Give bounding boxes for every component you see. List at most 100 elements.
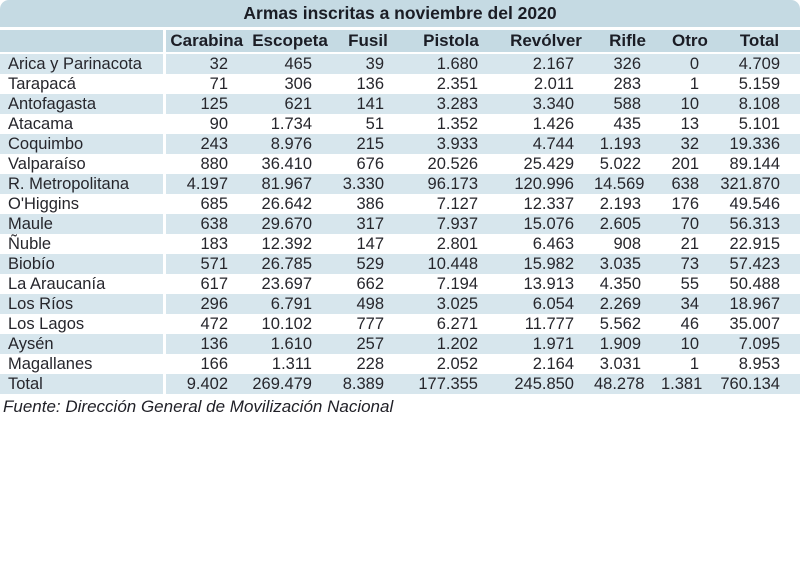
value-cell: 317	[356, 215, 384, 233]
column-header-fusil: Fusil	[332, 30, 404, 54]
value-cell: 51	[365, 115, 384, 133]
value-cell: 1.381	[661, 375, 703, 393]
value-cell: 3.283	[436, 95, 478, 113]
region-cell: Tarapacá	[0, 74, 166, 94]
column-header-total: Total	[719, 30, 800, 54]
value-cell: 12.392	[261, 235, 312, 253]
region-cell: R. Metropolitana	[0, 174, 166, 194]
value-cell: 2.052	[436, 355, 478, 373]
value-cell: 48.278	[594, 375, 645, 393]
value-cell: 23.697	[261, 275, 312, 293]
value-cell: 1.734	[270, 115, 312, 133]
column-header-revolver: Revólver	[498, 30, 594, 54]
value-cell: 296	[200, 295, 228, 313]
value-cell: 3.340	[532, 95, 574, 113]
value-cell: 22.915	[729, 235, 780, 253]
value-cell: 136	[200, 335, 228, 353]
value-cell: 1.311	[271, 355, 312, 373]
value-cell: 18.967	[729, 295, 780, 313]
value-cell: 15.982	[523, 255, 574, 273]
value-cell: 13.913	[523, 275, 574, 293]
column-header-escopeta: Escopeta	[248, 30, 332, 54]
value-cell: 472	[200, 315, 228, 333]
value-cell: 2.164	[532, 355, 574, 373]
value-cell: 306	[284, 75, 312, 93]
value-cell: 617	[200, 275, 228, 293]
region-cell: La Araucanía	[0, 274, 166, 294]
value-cell: 21	[680, 235, 699, 253]
value-cell: 70	[680, 215, 699, 233]
value-cell: 11.777	[524, 315, 574, 333]
value-cell: 638	[671, 175, 699, 193]
value-cell: 3.031	[599, 355, 641, 373]
value-cell: 5.022	[599, 155, 641, 173]
value-cell: 4.350	[599, 275, 641, 293]
value-cell: 588	[613, 95, 641, 113]
value-cell: 3.330	[342, 175, 384, 193]
value-cell: 243	[200, 135, 228, 153]
region-cell: Arica y Parinacota	[0, 53, 166, 74]
value-cell: 136	[356, 75, 384, 93]
value-cell: 8.953	[738, 355, 780, 373]
value-cell: 120.996	[514, 175, 574, 193]
value-cell: 662	[356, 275, 384, 293]
value-cell: 4.197	[186, 175, 228, 193]
value-cell: 32	[680, 135, 699, 153]
table-row: O'Higgins 685 26.642 386 7.127 12.337 2.193 176…	[0, 194, 800, 214]
value-cell: 2.193	[599, 195, 641, 213]
value-cell: 1.202	[436, 335, 478, 353]
value-cell: 465	[284, 55, 312, 73]
value-cell: 760.134	[720, 375, 780, 393]
table-row: Antofagasta 125 621 141 3.283 3.340 588 10 8.108	[0, 94, 800, 114]
region-cell: Antofagasta	[0, 94, 166, 114]
value-cell: 1.610	[270, 335, 312, 353]
value-cell: 2.167	[532, 55, 574, 73]
value-cell: 26.642	[261, 195, 312, 213]
value-cell: 7.194	[436, 275, 478, 293]
value-cell: 49.546	[729, 195, 780, 213]
value-cell: 321.870	[720, 175, 780, 193]
value-cell: 29.670	[261, 215, 312, 233]
column-header-carabina: Carabina	[164, 30, 248, 54]
table-row: Biobío 571 26.785 529 10.448 15.982 3.035 73 57.…	[0, 254, 800, 274]
table-body: Arica y Parinacota 32 465 39 1.680 2.167 326 0 4…	[0, 53, 800, 394]
value-cell: 125	[200, 95, 228, 113]
value-cell: 57.423	[729, 255, 780, 273]
region-cell: Los Ríos	[0, 294, 166, 314]
value-cell: 777	[356, 315, 384, 333]
value-cell: 14.569	[594, 175, 645, 193]
value-cell: 2.801	[436, 235, 478, 253]
value-cell: 55	[680, 275, 699, 293]
value-cell: 8.976	[270, 135, 312, 153]
value-cell: 1.971	[532, 335, 574, 353]
table-row: La Araucanía 617 23.697 662 7.194 13.913 4.350…	[0, 274, 800, 294]
value-cell: 3.933	[436, 135, 478, 153]
value-cell: 10	[680, 335, 699, 353]
value-cell: 6.791	[270, 295, 312, 313]
region-cell: O'Higgins	[0, 194, 166, 214]
value-cell: 50.488	[729, 275, 780, 293]
value-cell: 141	[356, 95, 384, 113]
value-cell: 1.426	[532, 115, 574, 133]
region-cell: Atacama	[0, 114, 166, 134]
value-cell: 56.313	[729, 215, 780, 233]
value-cell: 71	[209, 75, 228, 93]
table-row: Valparaíso 880 36.410 676 20.526 25.429 5.022 2…	[0, 154, 800, 174]
value-cell: 2.605	[599, 215, 641, 233]
table-row: Ñuble 183 12.392 147 2.801 6.463 908 21 22.915	[0, 234, 800, 254]
table-row: Atacama 90 1.734 51 1.352 1.426 435 13 5.101	[0, 114, 800, 134]
value-cell: 25.429	[523, 155, 574, 173]
value-cell: 2.351	[436, 75, 478, 93]
value-cell: 1	[689, 75, 699, 93]
table-row: Coquimbo 243 8.976 215 3.933 4.744 1.193 32 19.3…	[0, 134, 800, 154]
value-cell: 89.144	[729, 155, 780, 173]
value-cell: 1.193	[599, 135, 641, 153]
table-row: Magallanes 166 1.311 228 2.052 2.164 3.031 1 8.9…	[0, 354, 800, 374]
value-cell: 15.076	[523, 215, 574, 233]
region-cell: Biobío	[0, 254, 166, 274]
value-cell: 26.785	[261, 255, 312, 273]
table-row: Tarapacá 71 306 136 2.351 2.011 283 1 5.159	[0, 74, 800, 94]
infographic: Armas inscritas a noviembre del 2020 Car…	[0, 0, 800, 416]
region-cell: Total	[0, 374, 166, 394]
value-cell: 81.967	[261, 175, 312, 193]
